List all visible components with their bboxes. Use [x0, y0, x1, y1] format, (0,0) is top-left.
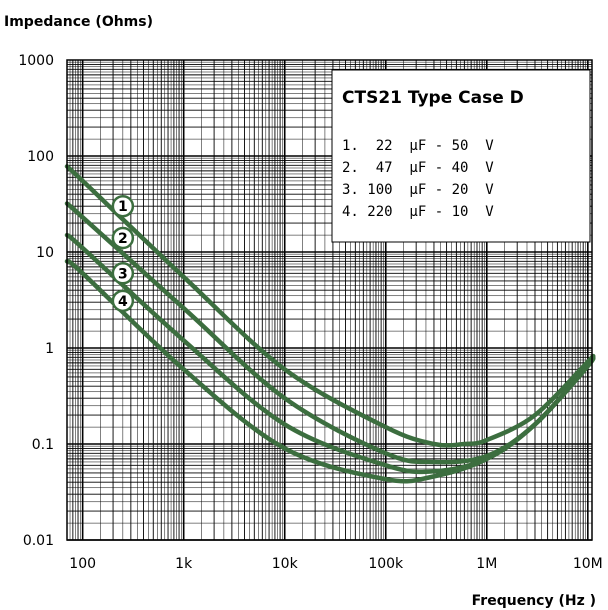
impedance-curve-3 — [64, 232, 596, 475]
y-tick-label: 10 — [36, 245, 54, 261]
y-tick-label: 1000 — [18, 53, 54, 69]
curve-marker-label-2: 2 — [118, 231, 128, 247]
y-tick-label: 1 — [45, 341, 54, 357]
curve-marker-label-4: 4 — [118, 294, 128, 310]
curve-marker-label-1: 1 — [118, 199, 128, 215]
x-axis-title: Frequency (Hz ) — [472, 593, 596, 609]
x-tick-label: 100k — [368, 556, 404, 572]
impedance-curve-4 — [64, 258, 596, 484]
legend-title: CTS21 Type Case D — [342, 88, 524, 108]
legend-box: CTS21 Type Case D 1. 22 μF - 50 V 2. 47 … — [331, 69, 591, 243]
x-tick-label: 10k — [272, 556, 299, 572]
y-tick-label: 0.1 — [32, 437, 54, 453]
legend-entry-4: 4. 220 μF - 10 V — [342, 204, 494, 220]
x-tick-label: 10M — [573, 556, 603, 572]
curve-marker-circle-2 — [111, 226, 135, 250]
curve-marker-circle-1 — [111, 194, 135, 218]
legend-entry-3: 3. 100 μF - 20 V — [342, 182, 494, 198]
y-tick-label: 100 — [27, 149, 54, 165]
x-tick-label: 1k — [175, 556, 193, 572]
x-tick-label: 100 — [69, 556, 96, 572]
curve-marker-circle-3 — [111, 262, 135, 285]
x-tick-label: 1M — [476, 556, 497, 572]
curve-markers: 1 2 3 4 — [111, 194, 135, 313]
legend-entry-1: 1. 22 μF - 50 V — [342, 138, 494, 154]
impedance-curves — [64, 164, 596, 484]
plot-frame — [66, 59, 593, 541]
curve-marker-label-3: 3 — [118, 266, 128, 282]
tick-labels: 100 1k 10k 100k 1M 10M 1000 100 10 1 0.1 0.01 — [18, 53, 602, 572]
legend-background — [331, 69, 591, 243]
y-axis-title: Impedance (Ohms) — [4, 14, 153, 30]
y-tick-label: 0.01 — [23, 533, 54, 549]
impedance-curve-1 — [64, 164, 596, 448]
legend-entry-2: 2. 47 μF - 40 V — [342, 160, 494, 176]
curve-marker-circle-4 — [111, 289, 135, 313]
